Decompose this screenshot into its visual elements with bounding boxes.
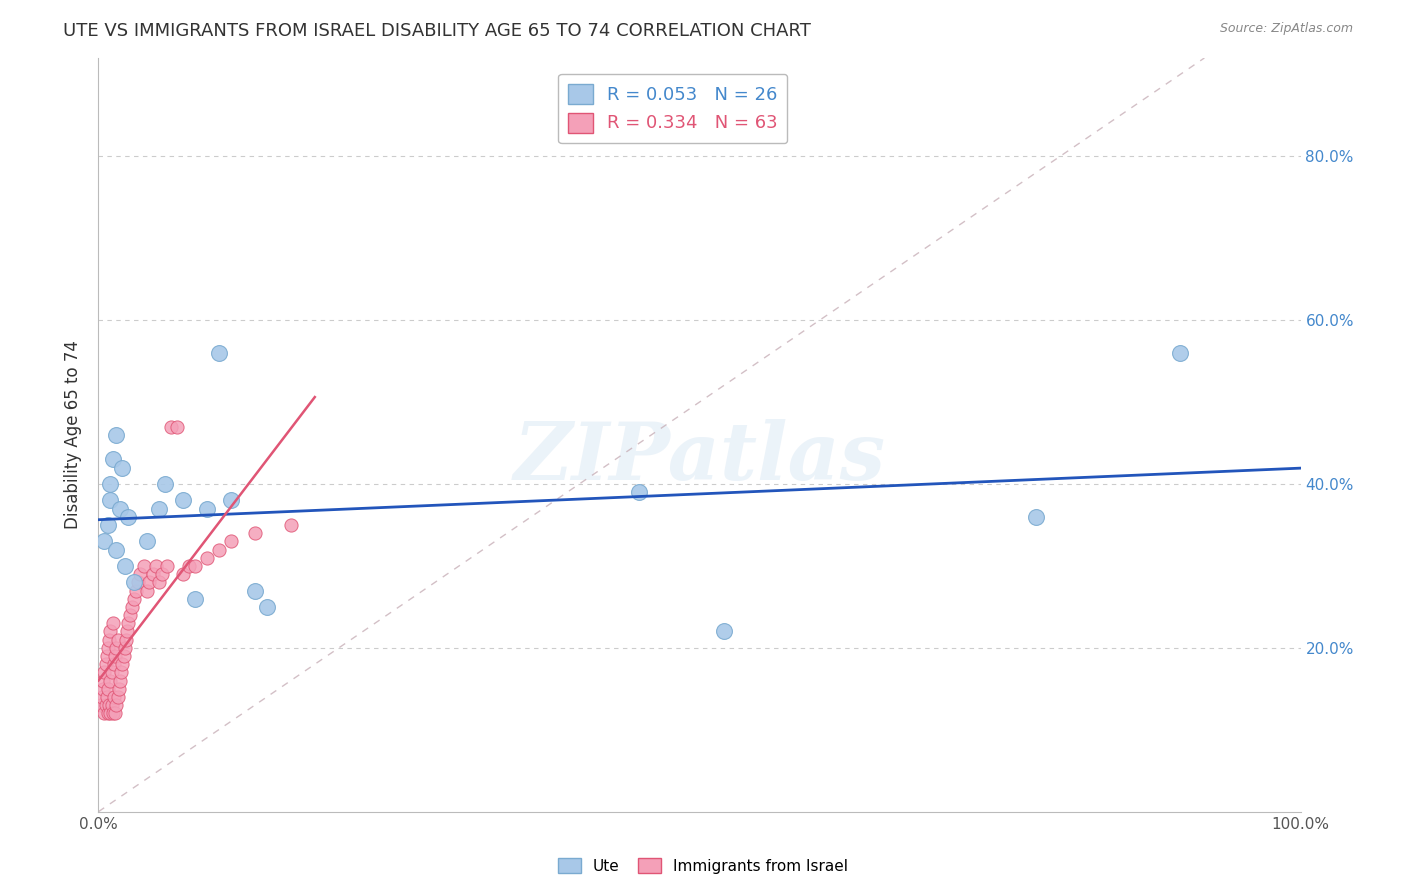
Point <box>195 501 218 516</box>
Point <box>114 640 136 655</box>
Point <box>153 477 176 491</box>
Point <box>101 706 124 721</box>
Point <box>195 550 218 565</box>
Point <box>100 477 122 491</box>
Point <box>93 706 115 721</box>
Point <box>105 542 128 557</box>
Point <box>219 534 242 549</box>
Point <box>90 698 112 713</box>
Point <box>93 534 115 549</box>
Point <box>208 542 231 557</box>
Point <box>135 583 157 598</box>
Point <box>110 665 132 680</box>
Point <box>183 591 205 606</box>
Point <box>156 558 179 573</box>
Point <box>166 419 188 434</box>
Point <box>129 567 152 582</box>
Point <box>103 657 125 672</box>
Point <box>100 698 122 713</box>
Point <box>117 624 139 639</box>
Point <box>208 346 231 360</box>
Point <box>243 526 266 541</box>
Point <box>97 706 120 721</box>
Point <box>138 575 160 590</box>
Point <box>91 681 114 696</box>
Point <box>219 493 242 508</box>
Point <box>91 673 114 688</box>
Point <box>108 673 131 688</box>
Point <box>125 583 148 598</box>
Point <box>117 509 139 524</box>
Point <box>100 673 122 688</box>
Point <box>97 681 120 696</box>
Text: UTE VS IMMIGRANTS FROM ISRAEL DISABILITY AGE 65 TO 74 CORRELATION CHART: UTE VS IMMIGRANTS FROM ISRAEL DISABILITY… <box>63 22 811 40</box>
Point <box>96 690 118 704</box>
Point <box>148 575 170 590</box>
Point <box>100 706 122 721</box>
Point <box>148 501 170 516</box>
Point <box>628 485 651 500</box>
Point <box>94 657 117 672</box>
Point <box>117 616 139 631</box>
Point <box>1025 509 1047 524</box>
Point <box>107 690 129 704</box>
Point <box>172 567 194 582</box>
Point <box>101 616 124 631</box>
Text: Source: ZipAtlas.com: Source: ZipAtlas.com <box>1219 22 1353 36</box>
Point <box>114 558 136 573</box>
Point <box>280 518 302 533</box>
Point <box>93 665 115 680</box>
Point <box>98 698 121 713</box>
Point <box>97 518 120 533</box>
Point <box>111 460 134 475</box>
Point <box>94 698 117 713</box>
Point <box>127 575 149 590</box>
Y-axis label: Disability Age 65 to 74: Disability Age 65 to 74 <box>65 341 83 529</box>
Point <box>100 665 122 680</box>
Point <box>172 493 194 508</box>
Point <box>141 567 163 582</box>
Point <box>112 648 135 663</box>
Point <box>256 599 278 614</box>
Point <box>159 419 181 434</box>
Text: ZIPatlas: ZIPatlas <box>513 418 886 496</box>
Point <box>121 599 143 614</box>
Point <box>108 681 131 696</box>
Point <box>103 690 125 704</box>
Point <box>96 648 118 663</box>
Point <box>145 558 167 573</box>
Point <box>111 657 134 672</box>
Point <box>713 624 735 639</box>
Point <box>107 632 129 647</box>
Point <box>101 452 124 467</box>
Point <box>135 534 157 549</box>
Legend: Ute, Immigrants from Israel: Ute, Immigrants from Israel <box>551 852 855 880</box>
Point <box>177 558 200 573</box>
Point <box>243 583 266 598</box>
Point <box>100 624 122 639</box>
Point <box>124 575 146 590</box>
Point <box>91 690 114 704</box>
Point <box>105 428 128 442</box>
Point <box>100 493 122 508</box>
Point <box>104 706 127 721</box>
Point <box>132 558 155 573</box>
Point <box>150 567 173 582</box>
Point <box>1170 346 1192 360</box>
Point <box>105 698 128 713</box>
Point <box>115 632 138 647</box>
Point <box>105 640 128 655</box>
Point <box>104 648 127 663</box>
Point <box>124 591 146 606</box>
Point <box>108 501 131 516</box>
Point <box>97 640 120 655</box>
Legend: R = 0.053   N = 26, R = 0.334   N = 63: R = 0.053 N = 26, R = 0.334 N = 63 <box>558 74 787 143</box>
Point <box>183 558 205 573</box>
Point <box>118 608 141 623</box>
Point <box>98 632 121 647</box>
